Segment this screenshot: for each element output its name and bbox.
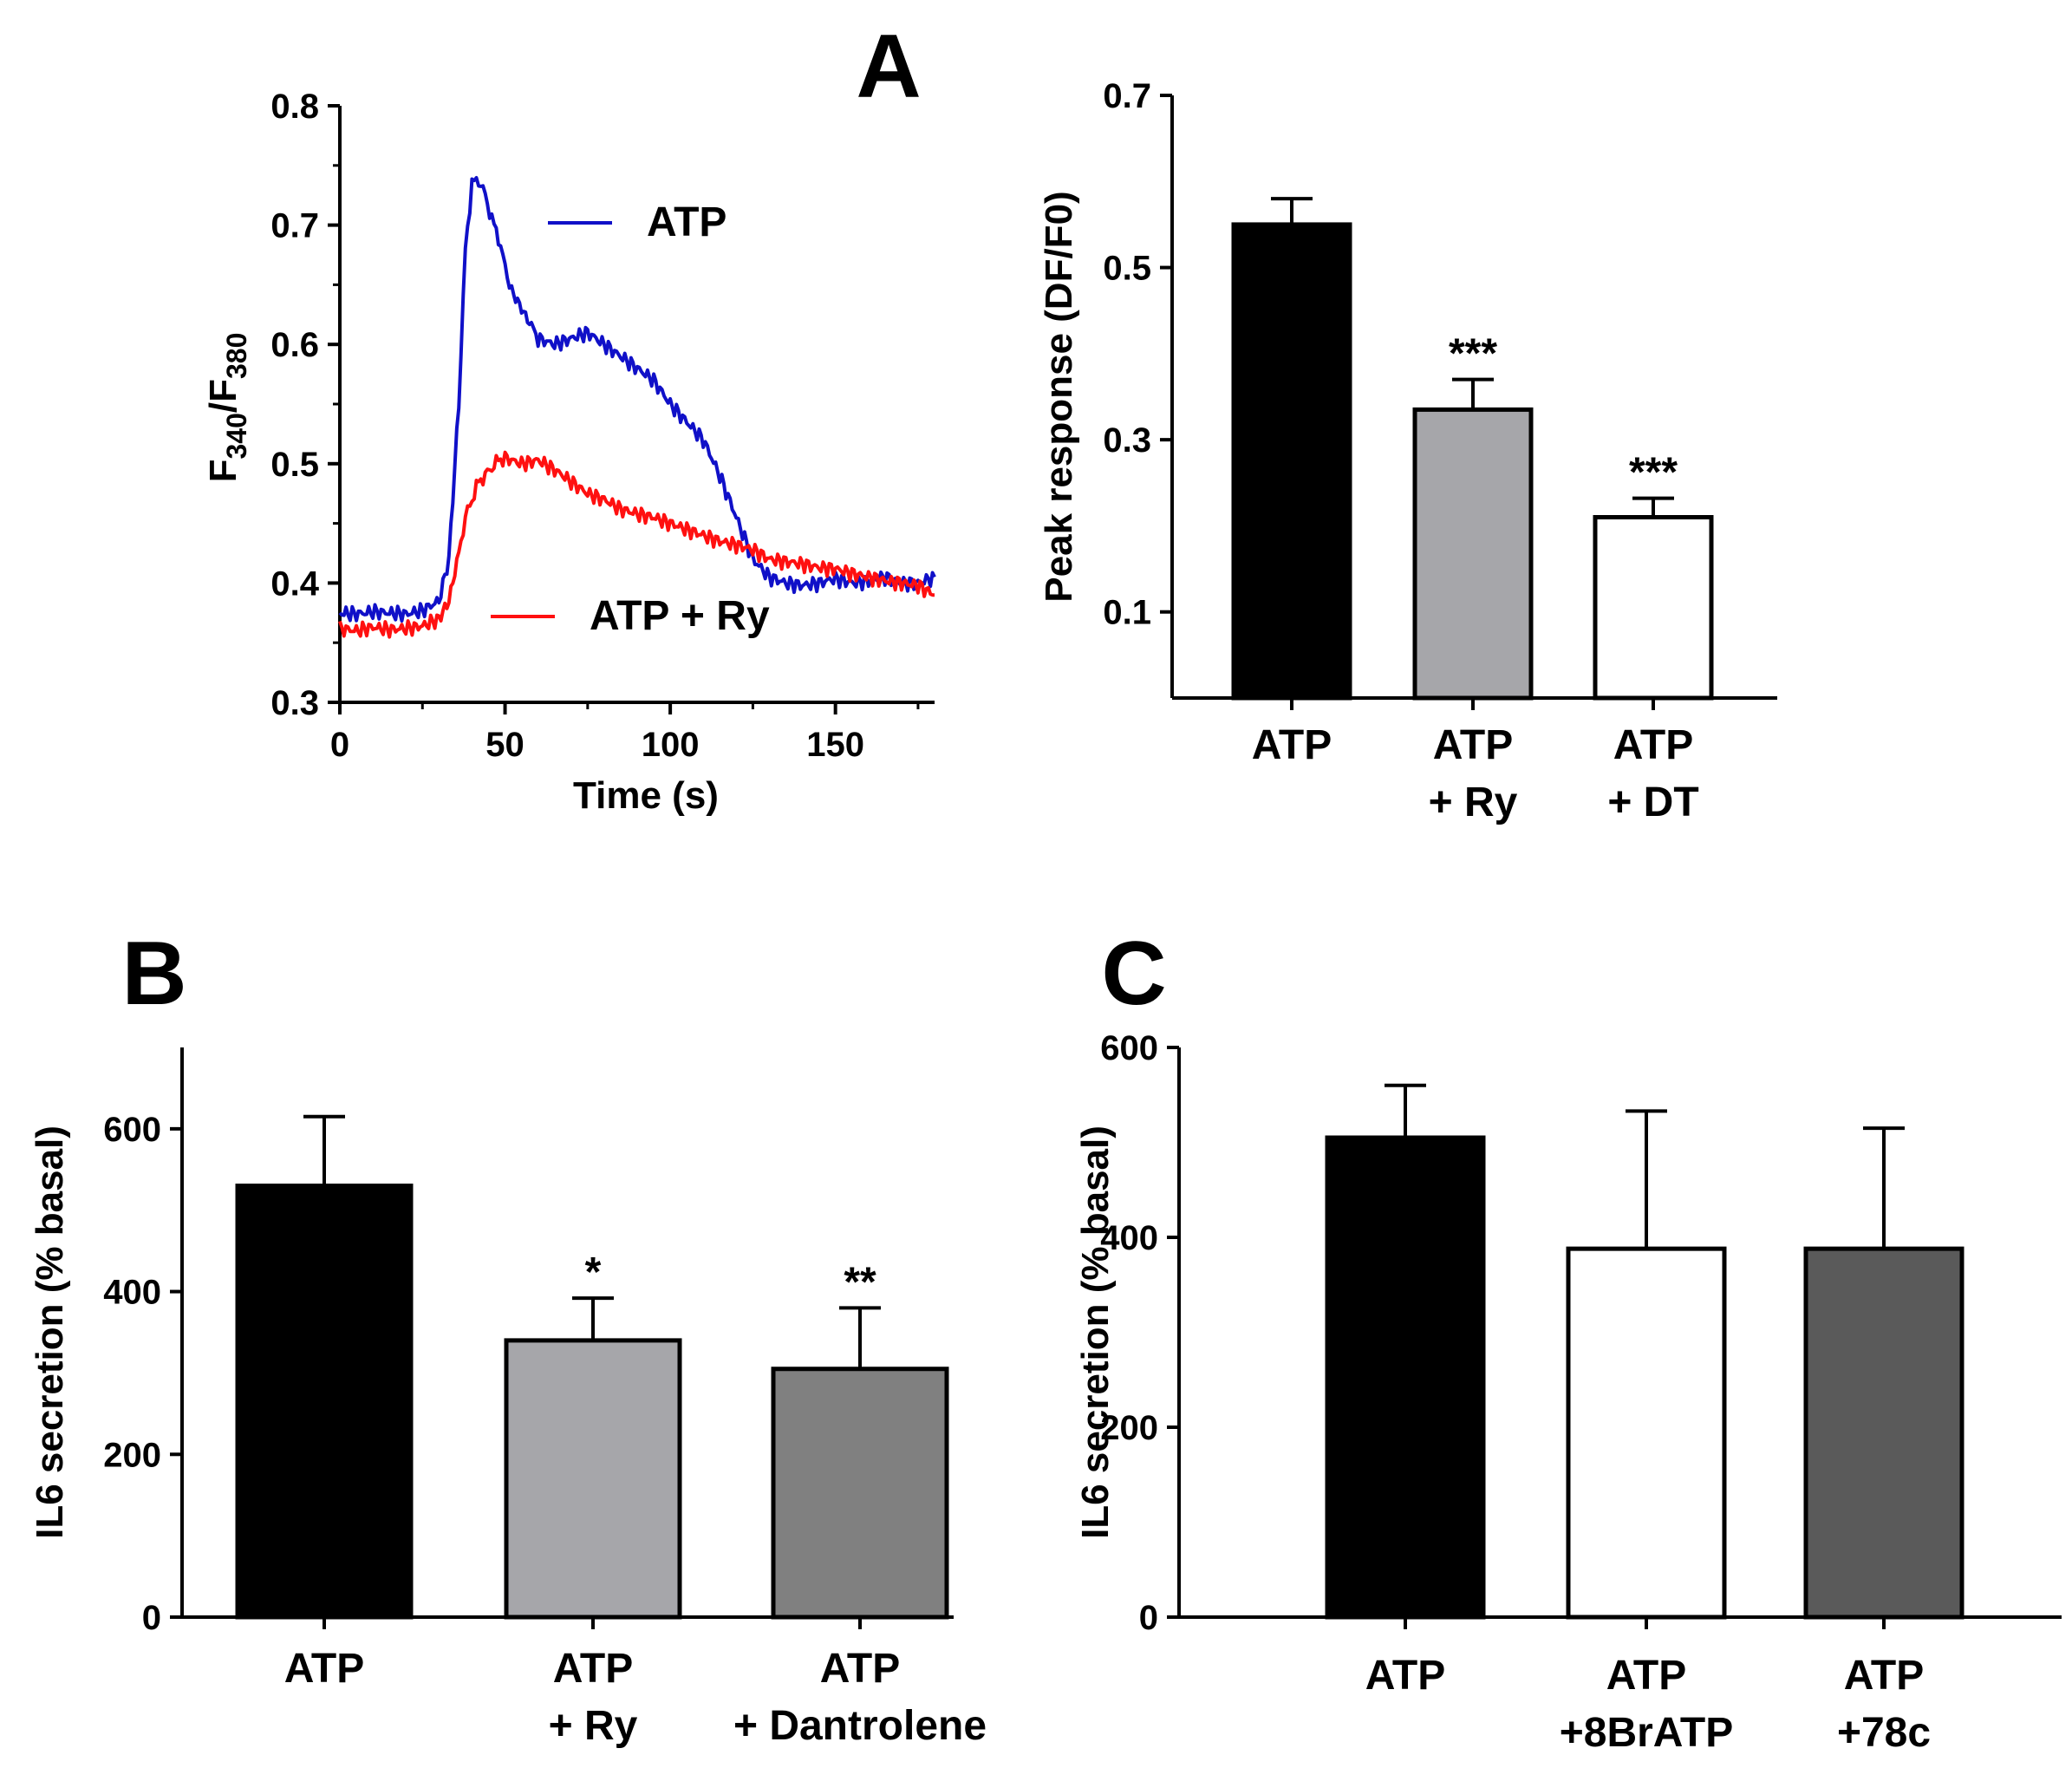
bar: [1566, 1246, 1727, 1620]
bar-y-tick-label: 0: [142, 1599, 161, 1637]
bar-y-axis-title: IL6 secretion (% basal): [1074, 1125, 1117, 1539]
bar-category-label: ATP: [1433, 722, 1513, 768]
bar: [1803, 1246, 1964, 1620]
bar-category-label: + Ry: [1429, 780, 1518, 825]
il6-8bratp-bar-chart: 0 200 400 600 IL6 secretion (% basal) ATP ATP +…: [1074, 1029, 2062, 1756]
legend-label-0: ATP: [647, 199, 727, 245]
bar: [771, 1367, 949, 1620]
bar-category-label: ATP: [820, 1646, 900, 1692]
bar-category-label: ATP: [1606, 1653, 1686, 1699]
bar-y-axis-title: Peak response (DF/F0): [1038, 191, 1080, 602]
bar-category-label: + DT: [1607, 780, 1698, 825]
trace-y-axis-title-sub2: 380: [221, 333, 252, 379]
significance-marker: ***: [1629, 450, 1678, 496]
bar-y-axis-title: IL6 secretion (% basal): [29, 1125, 71, 1539]
bar-category-label: + Dantrolene: [733, 1703, 987, 1749]
bar-y-tick-label: 0.1: [1103, 594, 1151, 632]
bar: [1412, 407, 1534, 701]
bar-y-tick-label: 0: [1139, 1599, 1158, 1637]
trace-series-line-0: [338, 176, 936, 623]
bar-y-tick-label: 0.5: [1103, 250, 1151, 288]
panel-letter-b: B: [121, 923, 186, 1024]
significance-marker: **: [844, 1259, 876, 1305]
bar-y-tick-label: 600: [1100, 1029, 1158, 1067]
panel-letter-a: A: [856, 16, 921, 117]
trace-x-tick-label: 50: [485, 726, 525, 764]
bar-y-tick-label: 400: [103, 1274, 161, 1312]
trace-x-tick-label: 150: [806, 726, 864, 764]
bar: [235, 1184, 414, 1620]
bar-category-label: + Ry: [549, 1703, 638, 1749]
bar-category-label: ATP: [284, 1646, 364, 1692]
bar: [1593, 515, 1714, 701]
trace-y-tick-label: 0.6: [270, 326, 319, 364]
bar-category-label: ATP: [1613, 722, 1693, 768]
bar-category-label: +8BrATP: [1560, 1710, 1734, 1756]
bar: [1325, 1135, 1486, 1620]
legend-label-1: ATP + Ry: [590, 593, 770, 639]
trace-y-tick-label: 0.7: [270, 207, 319, 245]
panel-letter-c: C: [1101, 923, 1166, 1024]
trace-series-line-1: [338, 450, 935, 639]
trace-y-tick-label: 0.4: [270, 564, 319, 603]
bar-y-tick-label: 400: [1100, 1219, 1158, 1257]
trace-y-axis-title-base1: F: [202, 460, 244, 483]
bar-y-tick-label: 200: [103, 1436, 161, 1474]
trace-x-axis-title: Time (s): [573, 774, 719, 817]
trace-x-tick-label: 100: [642, 726, 700, 764]
bar-category-label: ATP: [1252, 722, 1332, 768]
bar-category-label: ATP: [1844, 1653, 1924, 1699]
trace-y-axis-title-sub1: 340: [221, 413, 252, 459]
trace-x-tick-label: 0: [330, 726, 349, 764]
bar-category-label: ATP: [1365, 1653, 1445, 1699]
peak-response-bar-chart: 0.1 0.3 0.5 0.7 Peak response (DF/F0) ATP ATP +…: [1038, 77, 1777, 825]
significance-marker: *: [585, 1249, 602, 1295]
significance-marker: ***: [1449, 331, 1497, 377]
bar: [504, 1338, 682, 1620]
bar-category-label: ATP: [553, 1646, 633, 1692]
il6-ryanodine-bar-chart: 0 200 400 600 IL6 secretion (% basal) ATP ATP +…: [29, 1047, 987, 1749]
trace-y-axis-title: F340/F380: [202, 333, 252, 483]
calcium-trace-chart: 0.3 0.4 0.5 0.6 0.7 0.8 0 50 100 150 Time (s) F340/…: [202, 88, 936, 817]
trace-y-tick-label: 0.5: [270, 446, 319, 484]
trace-y-tick-label: 0.3: [270, 684, 319, 722]
bar-y-tick-label: 600: [103, 1111, 161, 1149]
bar-y-tick-label: 200: [1100, 1409, 1158, 1447]
bar-category-label: +78c: [1837, 1710, 1931, 1756]
trace-y-axis-title-slash: /F: [202, 379, 244, 413]
trace-y-tick-label: 0.8: [270, 88, 319, 126]
bar-y-tick-label: 0.3: [1103, 421, 1151, 460]
bar: [1231, 222, 1352, 701]
bar-y-tick-label: 0.7: [1103, 77, 1151, 115]
